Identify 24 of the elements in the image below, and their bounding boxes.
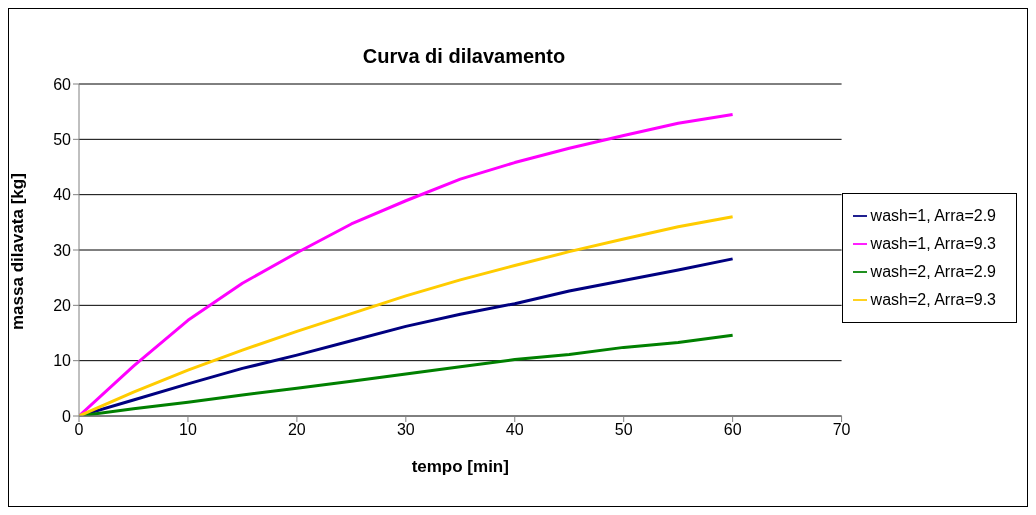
legend-label: wash=1, Arra=2.9 bbox=[870, 206, 996, 224]
line-series bbox=[79, 112, 735, 416]
legend-label: wash=2, Arra=9.3 bbox=[870, 290, 996, 308]
x-tick-label: 10 bbox=[179, 421, 197, 439]
x-axis-title: tempo [min] bbox=[411, 457, 509, 476]
y-tick-label: 50 bbox=[53, 131, 72, 149]
legend-label: wash=1, Arra=9.3 bbox=[870, 234, 996, 252]
y-tick-label: 0 bbox=[62, 407, 72, 425]
line-series bbox=[79, 215, 735, 416]
y-tick-label: 60 bbox=[53, 75, 72, 93]
y-tick-label: 10 bbox=[53, 352, 72, 370]
legend-label: wash=2, Arra=2.9 bbox=[870, 262, 996, 280]
x-tick-label: 40 bbox=[505, 421, 524, 439]
y-tick-label: 20 bbox=[53, 297, 72, 315]
x-tick-label: 60 bbox=[723, 421, 742, 439]
y-axis-title: massa dilavata [kg] bbox=[8, 173, 28, 330]
y-tick-label: 30 bbox=[53, 241, 72, 259]
x-tick-label: 0 bbox=[74, 421, 84, 439]
x-tick-label: 20 bbox=[287, 421, 306, 439]
x-tick-label: 70 bbox=[832, 421, 851, 439]
y-tick-label: 40 bbox=[53, 186, 72, 204]
x-tick-label: 50 bbox=[614, 421, 633, 439]
chart-title: Curva di dilavamento bbox=[361, 45, 567, 68]
x-tick-label: 30 bbox=[396, 421, 415, 439]
